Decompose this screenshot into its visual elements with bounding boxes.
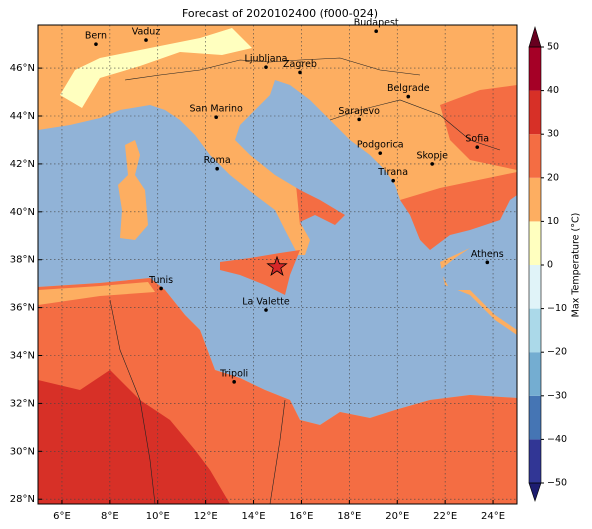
y-tick-label: 42°N	[10, 159, 35, 170]
city-dot	[357, 117, 361, 122]
colorbar-extend-over	[528, 25, 542, 48]
map-area	[37, 24, 518, 505]
city-dot	[94, 42, 98, 46]
city-dot	[430, 162, 435, 166]
border	[124, 57, 421, 81]
city-dot	[406, 94, 411, 99]
y-tick-label: 34°N	[10, 351, 35, 362]
land-cool	[60, 28, 252, 108]
colorbar-band	[529, 47, 541, 91]
city-label: Roma	[204, 155, 231, 166]
colorbar-band	[529, 308, 541, 353]
city-dot	[374, 29, 378, 34]
city-label: Athens	[471, 249, 504, 260]
y-tick-label: 32°N	[10, 398, 35, 409]
colorbar-tick-label: 50	[547, 42, 559, 53]
city-label: Skopje	[416, 150, 448, 161]
x-tick-label: 12°E	[194, 511, 218, 522]
colorbar-label: Max Temperature (°C)	[571, 213, 582, 318]
colorbar-band	[529, 134, 541, 178]
city-dot	[475, 145, 480, 149]
x-tick-label: 16°E	[289, 511, 313, 522]
colorbar-band	[529, 395, 541, 440]
colorbar-tick-label: 30	[547, 129, 559, 140]
x-tick-label: 14°E	[242, 511, 266, 522]
colorbar-tick-label: 20	[547, 172, 559, 183]
colorbar-band	[529, 265, 541, 309]
x-tick-label: 22°E	[433, 511, 457, 522]
city-dot	[485, 260, 490, 265]
y-tick-label: 44°N	[10, 111, 35, 122]
city-label: Sarajevo	[338, 106, 380, 117]
location-star	[266, 255, 288, 276]
y-tick-label: 30°N	[10, 446, 35, 457]
colorbar-band	[529, 177, 541, 222]
city-dot	[214, 115, 218, 120]
city-label: San Marino	[190, 104, 243, 115]
y-tick-label: 36°N	[10, 303, 35, 314]
colorbar-tick-label: −20	[547, 347, 567, 358]
land-coast	[38, 282, 155, 305]
city-label: Ljubljana	[245, 54, 288, 65]
city-label: Budapest	[354, 18, 399, 29]
city-label: Belgrade	[387, 83, 430, 94]
border	[109, 299, 156, 505]
city-label: Podgorica	[357, 140, 404, 151]
city-dot	[378, 151, 383, 155]
colorbar-band	[529, 90, 541, 135]
island	[220, 250, 300, 295]
city-label: Sofia	[465, 134, 489, 145]
city-label: La Valette	[242, 297, 290, 308]
city-label: Tripoli	[219, 368, 248, 379]
city-dot	[264, 65, 268, 69]
y-tick-label: 46°N	[10, 63, 35, 74]
land-warm	[440, 85, 517, 170]
city-dot	[144, 38, 148, 42]
colorbar-tick-label: 10	[547, 216, 559, 227]
city-label: Vaduz	[132, 27, 161, 38]
colorbar-tick-label: −30	[547, 390, 567, 401]
y-tick-label: 28°N	[10, 494, 35, 505]
city-dot	[159, 286, 163, 291]
island	[118, 140, 148, 240]
city-label: Tirana	[377, 167, 408, 178]
city-label: Bern	[85, 31, 107, 42]
colorbar-band	[529, 352, 541, 396]
city-dot	[391, 178, 395, 183]
x-tick-label: 24°E	[481, 511, 505, 522]
colorbar-tick-label: −40	[547, 434, 567, 445]
city-dot	[298, 70, 302, 75]
city-dot	[215, 166, 219, 171]
x-tick-label: 18°E	[337, 511, 361, 522]
colorbar-extend-under	[528, 482, 542, 502]
colorbar: Max Temperature (°C) −50 −40 −30 −20 −10 0 10 2…	[528, 25, 582, 502]
map-frame	[37, 24, 518, 505]
city-label: Tunis	[148, 275, 173, 286]
colorbar-band	[529, 439, 541, 483]
colorbar-tick-label: 40	[547, 85, 559, 96]
y-tick-label: 40°N	[10, 207, 35, 218]
x-tick-label: 6°E	[53, 511, 71, 522]
y-tick-label: 38°N	[10, 255, 35, 266]
x-tick-label: 8°E	[101, 511, 119, 522]
border	[329, 99, 501, 151]
colorbar-tick-label: −10	[547, 303, 567, 314]
city-label: Zagreb	[283, 59, 317, 70]
map-title: Forecast of 2020102400 (f000-024)	[182, 7, 378, 20]
colorbar-tick-label: 0	[547, 260, 553, 271]
city-dot	[232, 380, 236, 384]
colorbar-tick-label: −50	[547, 478, 567, 489]
x-tick-label: 10°E	[146, 511, 170, 522]
x-tick-label: 20°E	[385, 511, 409, 522]
border	[269, 399, 286, 505]
colorbar-band	[529, 221, 541, 265]
city-dot	[264, 308, 268, 312]
